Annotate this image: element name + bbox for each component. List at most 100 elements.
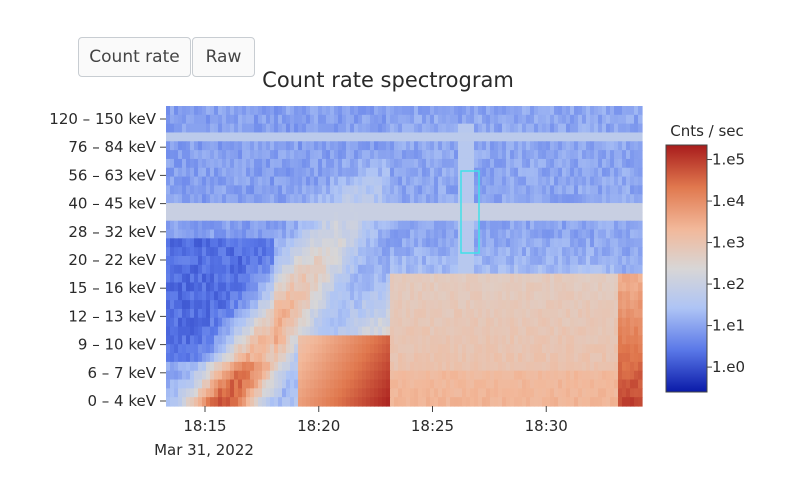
heatmap-cell — [454, 344, 459, 354]
heatmap-cell — [602, 300, 607, 310]
heatmap-cell — [422, 317, 427, 328]
heatmap-cell — [446, 353, 451, 363]
heatmap-cell — [398, 185, 403, 195]
heatmap-cell — [406, 256, 411, 266]
heatmap-cell — [254, 397, 259, 407]
heatmap-cell — [454, 114, 459, 125]
heatmap-cell — [218, 176, 223, 187]
heatmap-cell — [334, 141, 339, 151]
heatmap-cell — [254, 388, 259, 398]
heatmap-cell — [410, 370, 415, 381]
heatmap-cell — [310, 106, 315, 116]
raw-button[interactable]: Raw — [192, 37, 255, 77]
heatmap-cell — [254, 238, 259, 248]
heatmap-cell — [606, 247, 611, 257]
heatmap-cell — [474, 300, 479, 310]
heatmap-cell — [586, 291, 591, 301]
heatmap-cell — [166, 308, 171, 319]
heatmap-cell — [254, 220, 259, 231]
heatmap-cell — [490, 388, 495, 398]
heatmap-cell — [478, 335, 483, 345]
heatmap-cell — [354, 264, 359, 275]
heatmap-cell — [438, 273, 443, 284]
heatmap-cell — [626, 150, 631, 160]
heatmap-cell — [246, 141, 251, 151]
heatmap-cell — [614, 300, 619, 310]
heatmap-cell — [270, 370, 275, 381]
heatmap-cell — [250, 335, 255, 345]
heatmap-cell — [570, 220, 575, 231]
heatmap-cell — [582, 220, 587, 231]
heatmap-cell — [490, 229, 495, 239]
heatmap-cell — [282, 158, 287, 169]
heatmap-cell — [418, 194, 423, 204]
heatmap-cell — [326, 158, 331, 169]
heatmap-cell — [602, 335, 607, 345]
heatmap-cell — [174, 344, 179, 354]
heatmap-cell — [270, 185, 275, 195]
heatmap-cell — [250, 141, 255, 151]
heatmap-cell — [174, 317, 179, 328]
heatmap-cell — [478, 106, 483, 116]
heatmap-cell — [550, 361, 555, 372]
heatmap-cell — [206, 238, 211, 248]
heatmap-cell — [482, 361, 487, 372]
heatmap-cell — [178, 132, 183, 142]
heatmap-cell — [222, 185, 227, 195]
heatmap-cell — [502, 397, 507, 407]
heatmap-cell — [426, 300, 431, 310]
heatmap-cell — [422, 132, 427, 142]
heatmap-cell — [342, 238, 347, 248]
heatmap-cell — [402, 273, 407, 284]
heatmap-cell — [566, 167, 571, 178]
heatmap-cell — [394, 388, 399, 398]
heatmap-cell — [542, 291, 547, 301]
heatmap-cell — [582, 229, 587, 239]
heatmap-cell — [494, 344, 499, 354]
count-rate-button[interactable]: Count rate — [78, 37, 191, 77]
heatmap-cell — [414, 273, 419, 284]
heatmap-cell — [358, 220, 363, 231]
heatmap-cell — [262, 326, 267, 337]
heatmap-cell — [326, 194, 331, 204]
heatmap-cell — [486, 132, 491, 142]
heatmap-cell — [394, 273, 399, 284]
heatmap-cell — [194, 273, 199, 284]
heatmap-cell — [514, 220, 519, 231]
heatmap-cell — [554, 141, 559, 151]
heatmap-cell — [590, 282, 595, 292]
heatmap-cell — [302, 185, 307, 195]
heatmap-cell — [178, 256, 183, 266]
heatmap-cell — [442, 256, 447, 266]
heatmap-cell — [194, 388, 199, 398]
heatmap-cell — [390, 353, 395, 363]
heatmap-cell — [554, 335, 559, 345]
heatmap-cell — [322, 273, 327, 284]
heatmap-cell — [262, 167, 267, 178]
heatmap-cell — [522, 176, 527, 187]
heatmap-cell — [506, 264, 511, 275]
heatmap-cell — [342, 308, 347, 319]
heatmap-cell — [598, 273, 603, 284]
heatmap-cell — [490, 106, 495, 116]
heatmap-cell — [178, 114, 183, 125]
heatmap-cell — [310, 203, 315, 213]
heatmap-cell — [590, 132, 595, 142]
heatmap-cell — [630, 317, 635, 328]
heatmap-cell — [426, 247, 431, 257]
heatmap-cell — [310, 123, 315, 134]
heatmap-cell — [258, 317, 263, 328]
heatmap-cell — [390, 397, 395, 407]
heatmap-cell — [186, 397, 191, 407]
heatmap-cell — [258, 141, 263, 151]
heatmap-cell — [498, 370, 503, 381]
heatmap-cell — [262, 114, 267, 125]
heatmap-cell — [494, 370, 499, 381]
heatmap-cell — [526, 397, 531, 407]
heatmap-cell — [306, 123, 311, 134]
heatmap-cell — [182, 273, 187, 284]
heatmap-cell — [414, 370, 419, 381]
heatmap-cell — [170, 220, 175, 231]
heatmap-cell — [610, 308, 615, 319]
heatmap-cell — [494, 167, 499, 178]
